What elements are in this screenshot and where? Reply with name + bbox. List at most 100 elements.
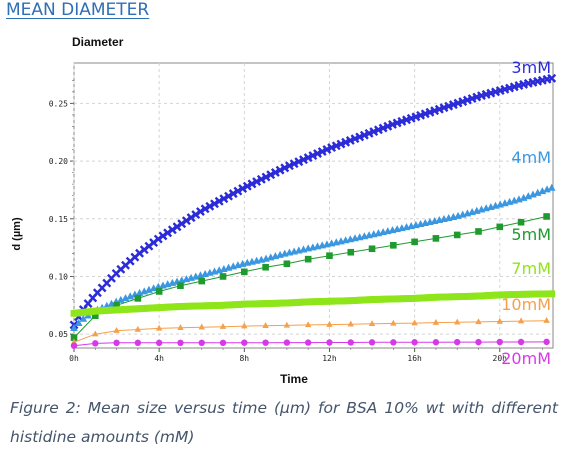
data-point-20mm (134, 339, 142, 347)
data-point-10mm (198, 323, 205, 330)
plot-area: 0.05 0.10 0.15 0.20 0.25 0h 4h 8h 12h 16h 20h 3mM 4m… (49, 58, 557, 368)
y-tick-label: 0.05 (49, 330, 68, 339)
x-tick-label: 16h (407, 354, 422, 363)
data-point-3mm (242, 181, 252, 191)
data-point-3mm (289, 159, 299, 169)
data-point-5mm (262, 263, 269, 271)
data-point-3mm (261, 172, 271, 182)
data-point-3mm (266, 170, 276, 180)
data-point-3mm (322, 145, 332, 154)
data-point-3mm (210, 199, 219, 209)
x-tick-label: 20h (493, 354, 508, 363)
data-point-5mm (198, 277, 206, 285)
data-point-4mm (117, 295, 125, 303)
data-point-20mm (411, 339, 418, 346)
data-point-5mm (241, 268, 248, 276)
data-point-3mm (294, 157, 304, 167)
data-point-5mm (475, 228, 482, 235)
data-point-10mm (496, 317, 503, 324)
data-point-3mm (228, 189, 238, 199)
data-point-5mm (283, 260, 291, 268)
data-point-3mm (299, 155, 308, 165)
data-point-10mm (304, 321, 312, 328)
series-label-4mm: 4mM (511, 148, 551, 167)
data-point-5mm (453, 231, 461, 239)
data-point-3mm (219, 194, 229, 204)
data-point-5mm (390, 242, 397, 249)
data-point-20mm (475, 338, 482, 346)
data-point-10mm (241, 322, 248, 329)
data-point-5mm (347, 248, 355, 256)
data-point-20mm (432, 339, 440, 346)
x-tick-label: 12h (322, 354, 337, 363)
data-point-3mm (205, 201, 215, 211)
data-point-4mm (547, 183, 556, 191)
data-point-3mm (252, 177, 262, 187)
data-point-10mm (283, 321, 291, 328)
data-point-20mm (304, 339, 312, 346)
data-point-5mm (155, 288, 163, 295)
data-point-5mm (304, 255, 312, 263)
data-point-5mm (326, 252, 333, 259)
data-point-20mm (155, 339, 163, 347)
data-point-20mm (496, 338, 503, 346)
data-point-3mm (275, 165, 285, 175)
data-point-4mm (79, 314, 88, 322)
x-tick-label: 8h (239, 354, 249, 363)
x-axis-label: Time (280, 372, 308, 386)
data-point-3mm (247, 179, 257, 189)
data-point-10mm (134, 325, 142, 332)
data-point-3mm (284, 161, 294, 171)
data-point-7mm (548, 290, 556, 298)
data-point-5mm (543, 213, 550, 220)
data-point-5mm (368, 245, 376, 253)
y-tick-label: 0.25 (49, 99, 68, 108)
data-point-20mm (390, 339, 397, 346)
data-point-10mm (543, 316, 550, 323)
data-point-10mm (432, 318, 440, 325)
x-tick-label: 4h (154, 354, 164, 363)
data-point-10mm (454, 318, 461, 325)
data-point-20mm (517, 338, 525, 346)
data-point-20mm (454, 338, 461, 346)
data-point-20mm (543, 338, 550, 346)
data-point-20mm (219, 339, 227, 347)
data-point-10mm (155, 324, 163, 331)
data-point-20mm (326, 339, 333, 346)
data-point-10mm (347, 320, 354, 327)
data-point-10mm (390, 319, 397, 326)
data-point-5mm (70, 334, 78, 341)
data-point-3mm (317, 147, 327, 156)
data-point-5mm (517, 218, 525, 226)
data-point-10mm (475, 318, 482, 325)
data-point-20mm (92, 340, 99, 347)
data-point-3mm (233, 186, 243, 196)
data-point-4mm (70, 324, 78, 332)
y-tick-label: 0.20 (49, 157, 68, 166)
data-point-3mm (224, 191, 234, 201)
data-point-3mm (308, 151, 318, 161)
data-point-20mm (198, 339, 205, 347)
data-point-3mm (214, 196, 224, 206)
data-point-5mm (432, 235, 440, 242)
data-point-5mm (177, 282, 184, 289)
data-point-20mm (177, 339, 184, 347)
figure-caption: Figure 2: Mean size versus time (µm) for… (10, 399, 558, 446)
data-point-10mm (219, 322, 227, 329)
data-point-20mm (113, 339, 120, 347)
data-point-10mm (411, 319, 418, 326)
data-point-20mm (70, 342, 78, 349)
y-tick-label: 0.15 (49, 215, 68, 224)
data-point-3mm (256, 174, 266, 184)
data-point-10mm (517, 317, 525, 324)
data-point-20mm (368, 339, 376, 346)
data-point-10mm (177, 324, 184, 331)
diameter-chart: Diameter 0.05 0.10 0.15 0.20 0.25 0h 4h 8h 12h 16… (11, 35, 557, 386)
data-point-3mm (270, 168, 280, 177)
data-point-5mm (496, 223, 504, 231)
data-point-3mm (238, 184, 248, 193)
data-point-5mm (411, 238, 418, 246)
series-label-20mm: 20mM (501, 349, 551, 368)
data-point-4mm (126, 292, 135, 300)
y-axis-label: d (µm) (11, 217, 23, 251)
